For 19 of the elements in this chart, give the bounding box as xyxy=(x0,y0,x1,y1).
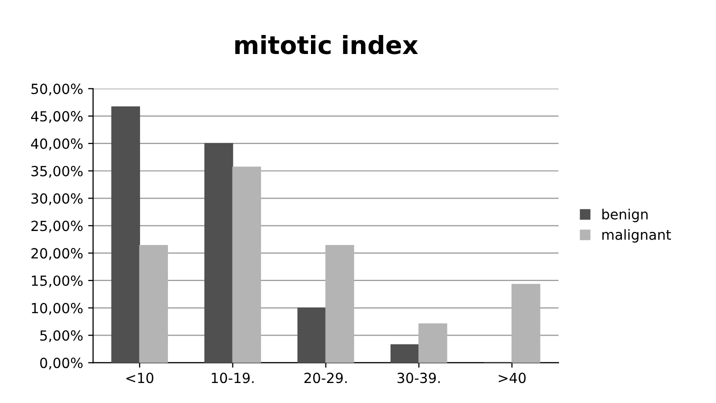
y-tick-label: 5,00% xyxy=(40,330,83,342)
y-tick-label: 35,00% xyxy=(31,166,83,178)
y-tick-label: 45,00% xyxy=(31,111,83,123)
y-tick-label: 0,00% xyxy=(40,358,83,370)
x-tick-label: 20-29. xyxy=(304,372,347,384)
y-tick-label: 25,00% xyxy=(31,220,83,233)
x-tick-label: >40 xyxy=(498,372,526,384)
y-tick-label: 40,00% xyxy=(31,138,83,150)
x-tick-label: 10-19. xyxy=(212,372,254,384)
chart-title: mitotic index xyxy=(235,34,418,54)
legend-label: benign xyxy=(602,208,648,222)
y-tick-label: 15,00% xyxy=(32,275,83,288)
y-tick-label: 30,00% xyxy=(31,193,83,206)
y-tick-label: 10,00% xyxy=(32,302,83,315)
y-tick-label: 50,00% xyxy=(31,84,83,96)
x-tick-label: 30-39. xyxy=(398,372,440,384)
x-tick-label: <10 xyxy=(126,372,154,384)
y-tick-label: 20,00% xyxy=(31,248,83,260)
legend-label: malignant xyxy=(602,229,671,243)
